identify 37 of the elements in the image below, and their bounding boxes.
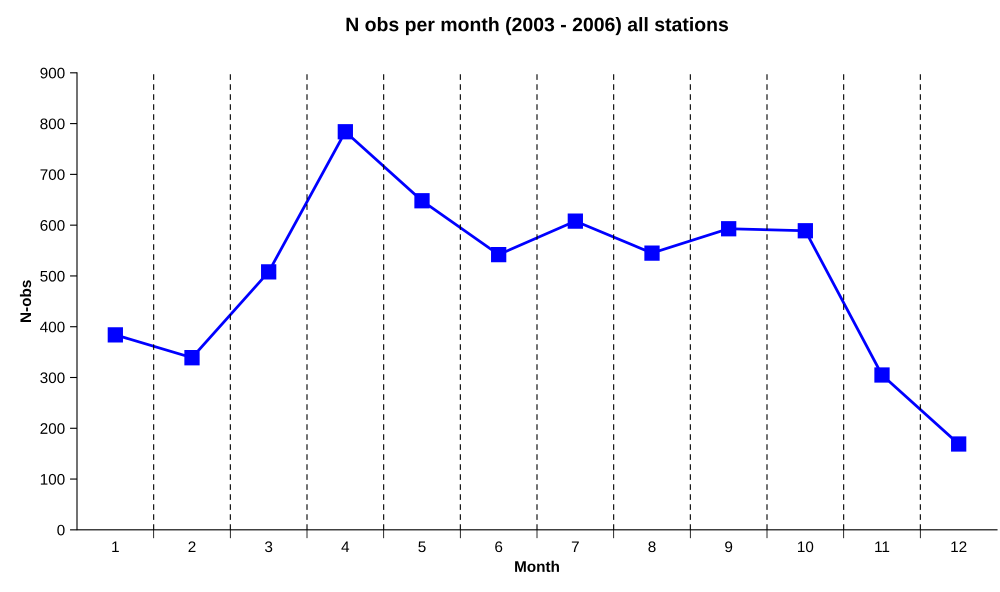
y-tick-label: 900 <box>40 68 65 78</box>
x-tick-label: 8 <box>648 541 656 552</box>
x-tick-label: 12 <box>951 541 966 552</box>
x-tick-label: 11 <box>875 542 890 552</box>
point <box>184 350 200 366</box>
y-tick-label: 300 <box>40 372 65 384</box>
y-tick-label: 400 <box>40 322 65 332</box>
point <box>951 436 966 452</box>
y-tick-label: 200 <box>40 423 65 434</box>
x-tick-label: 1 <box>112 542 119 552</box>
y-tick-label: 0 <box>57 524 65 536</box>
point <box>874 367 890 383</box>
x-tick-label: 4 <box>341 542 350 552</box>
point <box>414 193 430 208</box>
y-tick-label: 800 <box>40 118 65 130</box>
x-axis-title: Month <box>515 560 559 572</box>
y-tick-label: 100 <box>40 474 65 485</box>
x-tick-label: 9 <box>725 541 732 552</box>
x-tick-label: 2 <box>188 541 196 552</box>
x-tick-label: 10 <box>798 541 814 552</box>
point <box>491 246 506 262</box>
y-tick-label: 600 <box>40 220 65 231</box>
point <box>338 124 353 140</box>
point <box>798 223 813 238</box>
y-tick-label: 500 <box>40 270 65 282</box>
x-tick-label: 7 <box>572 542 579 552</box>
x-tick-label: 3 <box>265 541 272 552</box>
point <box>261 264 276 280</box>
point <box>644 245 660 261</box>
point <box>108 327 123 342</box>
y-tick-label: 700 <box>40 169 65 180</box>
x-tick-label: 5 <box>418 542 426 552</box>
y-axis-title: N-obs <box>20 280 32 322</box>
point <box>721 221 736 236</box>
point <box>568 213 583 229</box>
chart-title: N obs per month (2003 - 2006) all stations <box>346 17 728 36</box>
x-tick-label: 6 <box>495 541 502 552</box>
